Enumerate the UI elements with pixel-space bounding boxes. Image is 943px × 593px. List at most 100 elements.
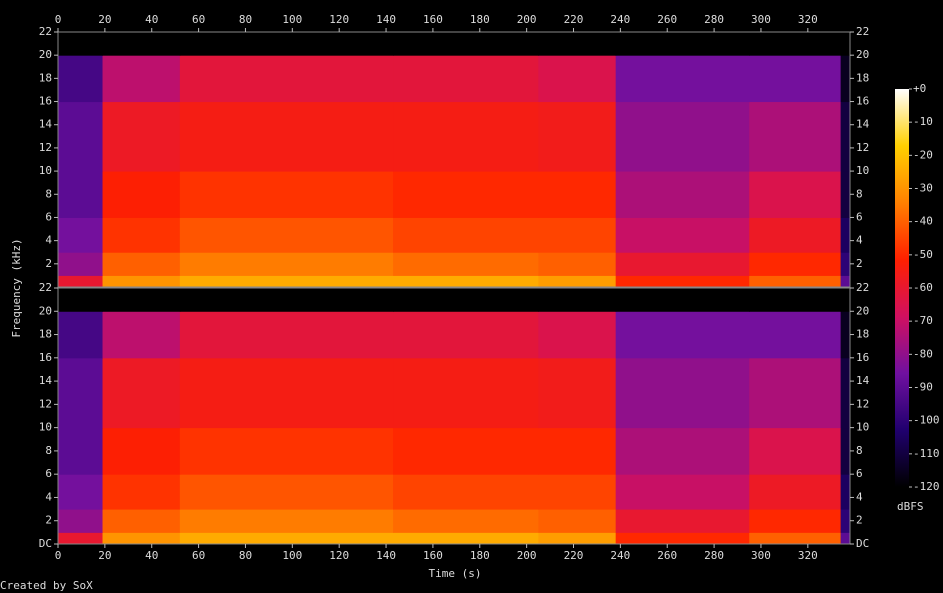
heatmap-cell	[393, 427, 539, 475]
x-tick-label: 160	[423, 13, 443, 26]
y-tick-label: 6	[856, 467, 863, 480]
heatmap-cell	[393, 101, 539, 172]
heatmap-cell	[538, 311, 617, 359]
heatmap-cell	[749, 252, 842, 276]
heatmap-cell	[58, 532, 104, 545]
heatmap-cell	[179, 509, 394, 533]
heatmap-cell	[58, 32, 104, 56]
x-tick-label: 220	[564, 549, 584, 562]
x-tick-label: 300	[751, 549, 771, 562]
heatmap-cell	[179, 101, 394, 172]
colorbar-tick-label: -110	[913, 447, 940, 460]
colorbar-tick-label: -10	[913, 115, 933, 128]
colorbar-tick-label: -90	[913, 381, 933, 394]
heatmap-cell	[58, 171, 104, 218]
x-tick-label: 140	[376, 549, 396, 562]
x-tick-label: 60	[192, 549, 205, 562]
y-tick-label: 12	[39, 397, 52, 410]
y-tick-label: 18	[39, 328, 52, 341]
heatmap-cell	[840, 509, 851, 533]
heatmap-cell	[538, 509, 617, 533]
y-tick-label: 2	[45, 257, 52, 270]
y-tick-label: 2	[856, 514, 863, 527]
heatmap-cell	[179, 427, 394, 475]
heatmap-cell	[102, 509, 181, 533]
heatmap-cell	[393, 252, 539, 276]
heatmap-cell	[102, 275, 181, 288]
heatmap-cell	[840, 532, 851, 545]
y-tick-label: 18	[856, 328, 869, 341]
x-tick-label: 320	[798, 13, 818, 26]
heatmap-cell	[749, 32, 842, 56]
heatmap-cell	[840, 357, 851, 429]
y-tick-label: 12	[856, 141, 869, 154]
x-tick-label: 120	[329, 549, 349, 562]
y-tick-label: 22	[856, 25, 869, 38]
y-tick-label: 4	[45, 234, 52, 247]
heatmap-cell	[393, 171, 539, 218]
heatmap-cell	[538, 288, 617, 312]
heatmap-cell	[615, 252, 750, 276]
heatmap-cell	[538, 532, 617, 545]
x-tick-label: 280	[704, 549, 724, 562]
heatmap-cell	[393, 275, 539, 288]
footer: Created by SoX	[0, 579, 93, 592]
x-tick-label: 20	[98, 13, 111, 26]
x-tick-label: 0	[55, 549, 62, 562]
heatmap-cell	[749, 171, 842, 218]
heatmap-cell	[393, 509, 539, 533]
heatmap-cell	[179, 532, 394, 545]
x-axis-label: Time (s)	[429, 567, 482, 580]
heatmap-cell	[615, 32, 750, 56]
y-tick-label: 4	[856, 234, 863, 247]
heatmap-cell	[840, 252, 851, 276]
heatmap-cell	[615, 171, 750, 218]
heatmap-cell	[749, 275, 842, 288]
heatmap-cell	[749, 474, 842, 510]
heatmap-cell	[615, 275, 750, 288]
heatmap-cell	[102, 357, 181, 429]
heatmap-cell	[538, 252, 617, 276]
heatmap-cell	[102, 55, 181, 103]
x-tick-label: 100	[282, 549, 302, 562]
y-tick-label: 12	[39, 141, 52, 154]
heatmap-cell	[393, 311, 539, 359]
x-tick-label: 320	[798, 549, 818, 562]
y-tick-label: 20	[39, 304, 52, 317]
heatmap-cell	[179, 311, 394, 359]
heatmap-cell	[102, 101, 181, 172]
heatmap-cell	[102, 532, 181, 545]
colorbar-tick-label: -40	[913, 215, 933, 228]
x-tick-label: 260	[657, 549, 677, 562]
x-tick-label: 20	[98, 549, 111, 562]
heatmap-cell	[58, 311, 104, 359]
y-tick-label: 8	[856, 187, 863, 200]
heatmap-cell	[58, 357, 104, 429]
y-tick-label: 16	[856, 95, 869, 108]
heatmap-cell	[179, 32, 394, 56]
heatmap-cell	[538, 55, 617, 103]
heatmap-cell	[179, 275, 394, 288]
heatmap-cell	[58, 275, 104, 288]
x-tick-label: 160	[423, 549, 443, 562]
y-tick-label: 20	[856, 304, 869, 317]
y-tick-label: 16	[39, 351, 52, 364]
heatmap-cell	[179, 171, 394, 218]
y-tick-label: 8	[45, 444, 52, 457]
heatmap-cell	[840, 474, 851, 510]
colorbar-tick-label: -120	[913, 480, 940, 493]
heatmap-cell	[102, 311, 181, 359]
heatmap-cell	[749, 101, 842, 172]
heatmap-cell	[179, 288, 394, 312]
heatmap-cell	[179, 252, 394, 276]
heatmap-cell	[538, 171, 617, 218]
heatmap-cell	[393, 32, 539, 56]
heatmap-cell	[102, 32, 181, 56]
heatmap-cell	[615, 55, 750, 103]
colorbar-tick-label: -70	[913, 314, 933, 327]
x-tick-label: 100	[282, 13, 302, 26]
x-tick-label: 60	[192, 13, 205, 26]
y-tick-label: 10	[856, 421, 869, 434]
plot-frame	[57, 287, 851, 545]
